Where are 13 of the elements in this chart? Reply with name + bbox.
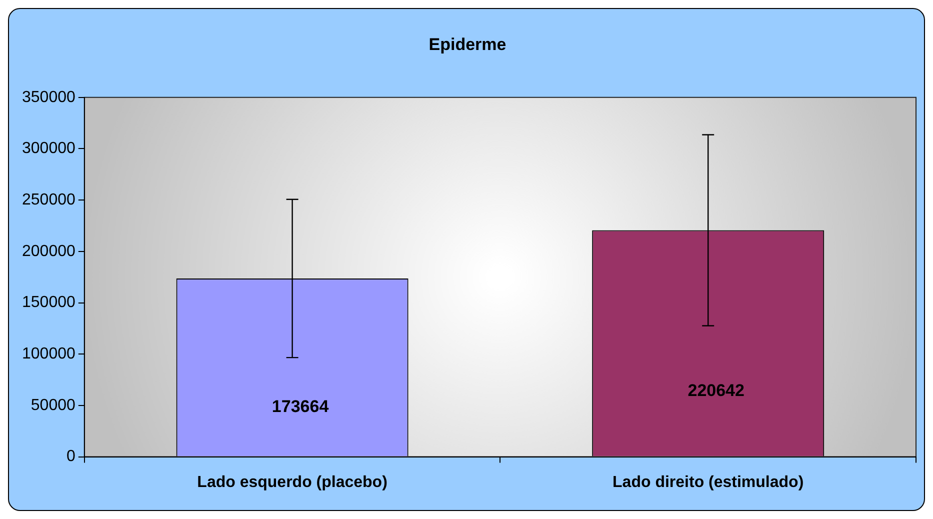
chart-title: Epiderme <box>428 34 506 54</box>
x-tick-label: Lado direito (estimulado) <box>612 474 804 491</box>
y-tick-label: 250000 <box>22 191 76 208</box>
y-tick-label: 300000 <box>22 140 76 158</box>
data-label: 173664 <box>272 396 330 416</box>
y-tick-label: 0 <box>66 448 76 466</box>
y-tick-label: 200000 <box>22 242 76 260</box>
x-tick-label: Lado esquerdo (placebo) <box>197 474 388 491</box>
data-label: 220642 <box>688 380 744 400</box>
y-tick-label: 150000 <box>22 294 76 312</box>
y-tick-label: 50000 <box>30 396 76 414</box>
y-tick-label: 350000 <box>22 88 76 106</box>
y-tick-label: 100000 <box>22 346 76 363</box>
